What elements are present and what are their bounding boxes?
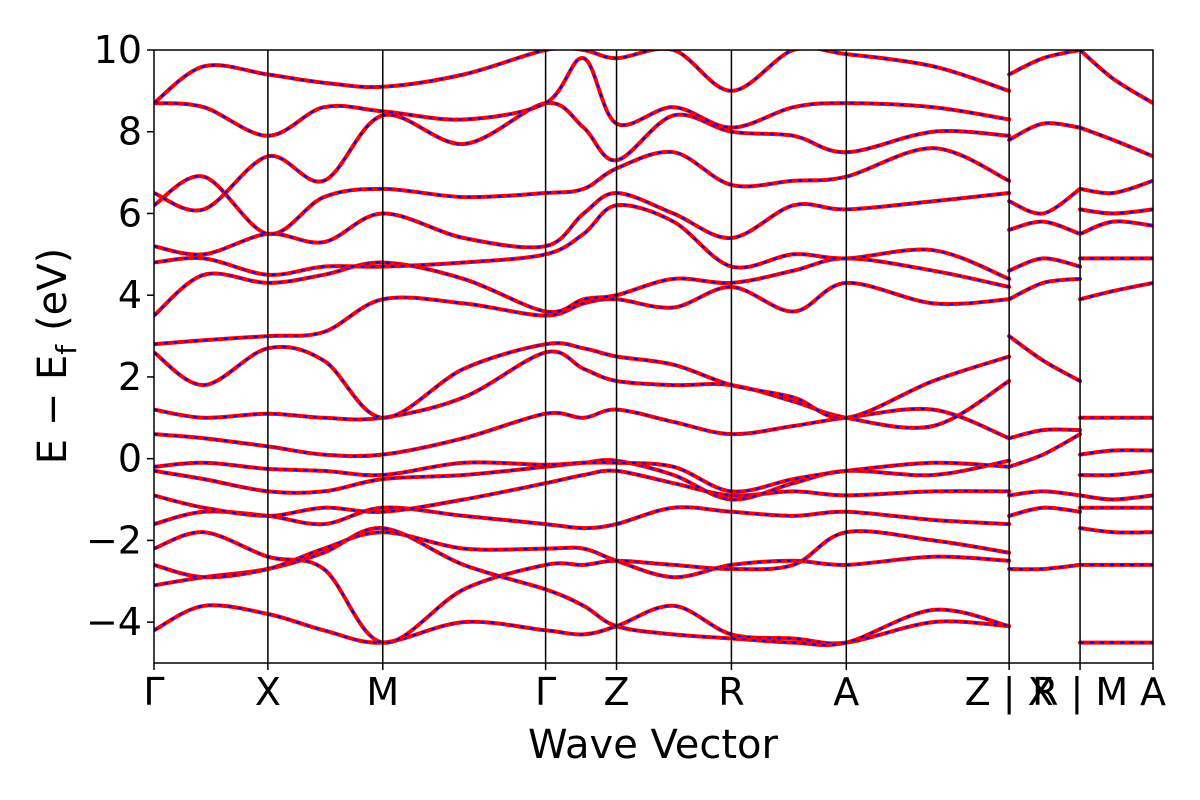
band-line-dashed-18 bbox=[154, 50, 1010, 104]
y-tick-label-5: 6 bbox=[118, 191, 142, 235]
plot-frame bbox=[153, 49, 1154, 664]
band-line-dashed-36 bbox=[1080, 469, 1153, 477]
band-line-dashed-43 bbox=[1079, 179, 1153, 195]
band-line-dashed-19 bbox=[1009, 563, 1081, 571]
x-tick-label-2: M bbox=[366, 670, 399, 714]
band-line-dashed-39 bbox=[1079, 281, 1153, 301]
band-line-22 bbox=[1007, 432, 1083, 469]
y-tick-label-0: −4 bbox=[86, 600, 142, 644]
band-line-1 bbox=[154, 526, 1012, 648]
band-line-dashed-7 bbox=[154, 461, 1010, 493]
y-tick-label-1: −2 bbox=[86, 518, 142, 562]
band-line-dashed-10 bbox=[154, 342, 1010, 419]
band-line-dashed-14 bbox=[154, 191, 1010, 256]
band-line-dashed-33 bbox=[1079, 527, 1153, 534]
x-tick-label-8: R | M bbox=[1032, 670, 1128, 715]
band-line-10 bbox=[154, 341, 1012, 420]
band-line-dashed-21 bbox=[1008, 490, 1081, 497]
band-line-25 bbox=[1007, 276, 1083, 302]
y-tick-label-3: 2 bbox=[118, 355, 142, 399]
band-line-dashed-20 bbox=[1008, 506, 1081, 517]
band-line-dashed-3 bbox=[154, 530, 1010, 644]
x-tick-label-1: X bbox=[255, 670, 281, 714]
x-tick-label-5: R bbox=[718, 670, 744, 714]
band-line-30 bbox=[1007, 50, 1083, 77]
band-line-15 bbox=[154, 146, 1012, 236]
x-tick-label-7: Z | X bbox=[965, 670, 1054, 715]
bands-layer bbox=[154, 50, 1153, 648]
y-axis-label: E − Ef (eV) bbox=[30, 248, 83, 465]
band-line-dashed-17 bbox=[154, 57, 1010, 137]
band-line-14 bbox=[154, 190, 1012, 257]
y-tick-label-2: 0 bbox=[118, 437, 142, 481]
band-line-28 bbox=[1007, 186, 1083, 216]
y-axis-label-subscript: f bbox=[50, 344, 83, 355]
band-line-dashed-37 bbox=[1079, 449, 1153, 456]
band-line-44 bbox=[1078, 125, 1153, 159]
y-tick-label-4: 4 bbox=[118, 273, 142, 317]
band-line-dashed-0 bbox=[154, 604, 1010, 645]
band-line-dashed-16 bbox=[154, 101, 1010, 212]
band-line-23 bbox=[1007, 427, 1083, 441]
band-line-11 bbox=[154, 280, 1012, 347]
y-axis-label-unit: (eV) bbox=[30, 248, 76, 331]
band-line-5 bbox=[154, 468, 1012, 518]
band-line-dashed-2 bbox=[154, 531, 1010, 579]
y-axis-label-main: E − E bbox=[30, 355, 76, 465]
x-axis-ticks: Γ X M Γ Z R A Z | XR | M A bbox=[143, 663, 1166, 715]
band-line-dashed-13 bbox=[154, 204, 1010, 280]
band-line-0 bbox=[154, 603, 1012, 646]
band-line-dashed-28 bbox=[1008, 188, 1081, 215]
x-tick-label-3: Γ bbox=[535, 670, 556, 714]
band-line-dashed-12 bbox=[154, 257, 1010, 317]
band-line-dashed-24 bbox=[1008, 335, 1081, 382]
band-line-16 bbox=[154, 100, 1012, 213]
band-line-dashed-1 bbox=[154, 527, 1010, 647]
band-line-27 bbox=[1007, 219, 1083, 236]
x-axis-label: Wave Vector bbox=[528, 722, 779, 768]
band-line-dashed-4 bbox=[154, 506, 1010, 530]
band-line-29 bbox=[1007, 121, 1083, 142]
band-line-2 bbox=[154, 530, 1012, 580]
band-line-dashed-35 bbox=[1079, 494, 1153, 501]
y-tick-label-7: 10 bbox=[94, 28, 142, 72]
band-line-dashed-11 bbox=[154, 281, 1010, 346]
x-tick-label-0: Γ bbox=[143, 670, 164, 714]
y-tick-label-6: 8 bbox=[118, 110, 142, 154]
band-line-41 bbox=[1078, 219, 1153, 236]
band-line-26 bbox=[1007, 256, 1083, 273]
kpoint-divider-lines bbox=[267, 50, 1081, 663]
y-axis-ticks: −4 −2 0 2 4 6 8 10 bbox=[86, 28, 154, 644]
x-tick-label-6: A bbox=[833, 670, 859, 714]
band-line-18 bbox=[154, 50, 1012, 106]
band-line-4 bbox=[154, 505, 1012, 531]
band-line-45 bbox=[1078, 50, 1153, 106]
band-line-12 bbox=[154, 256, 1012, 318]
band-line-dashed-23 bbox=[1008, 428, 1081, 440]
band-line-dashed-42 bbox=[1079, 208, 1153, 215]
x-tick-label-9: A bbox=[1140, 670, 1166, 714]
band-line-dashed-45 bbox=[1079, 50, 1153, 104]
x-tick-label-4: Z bbox=[604, 670, 630, 714]
